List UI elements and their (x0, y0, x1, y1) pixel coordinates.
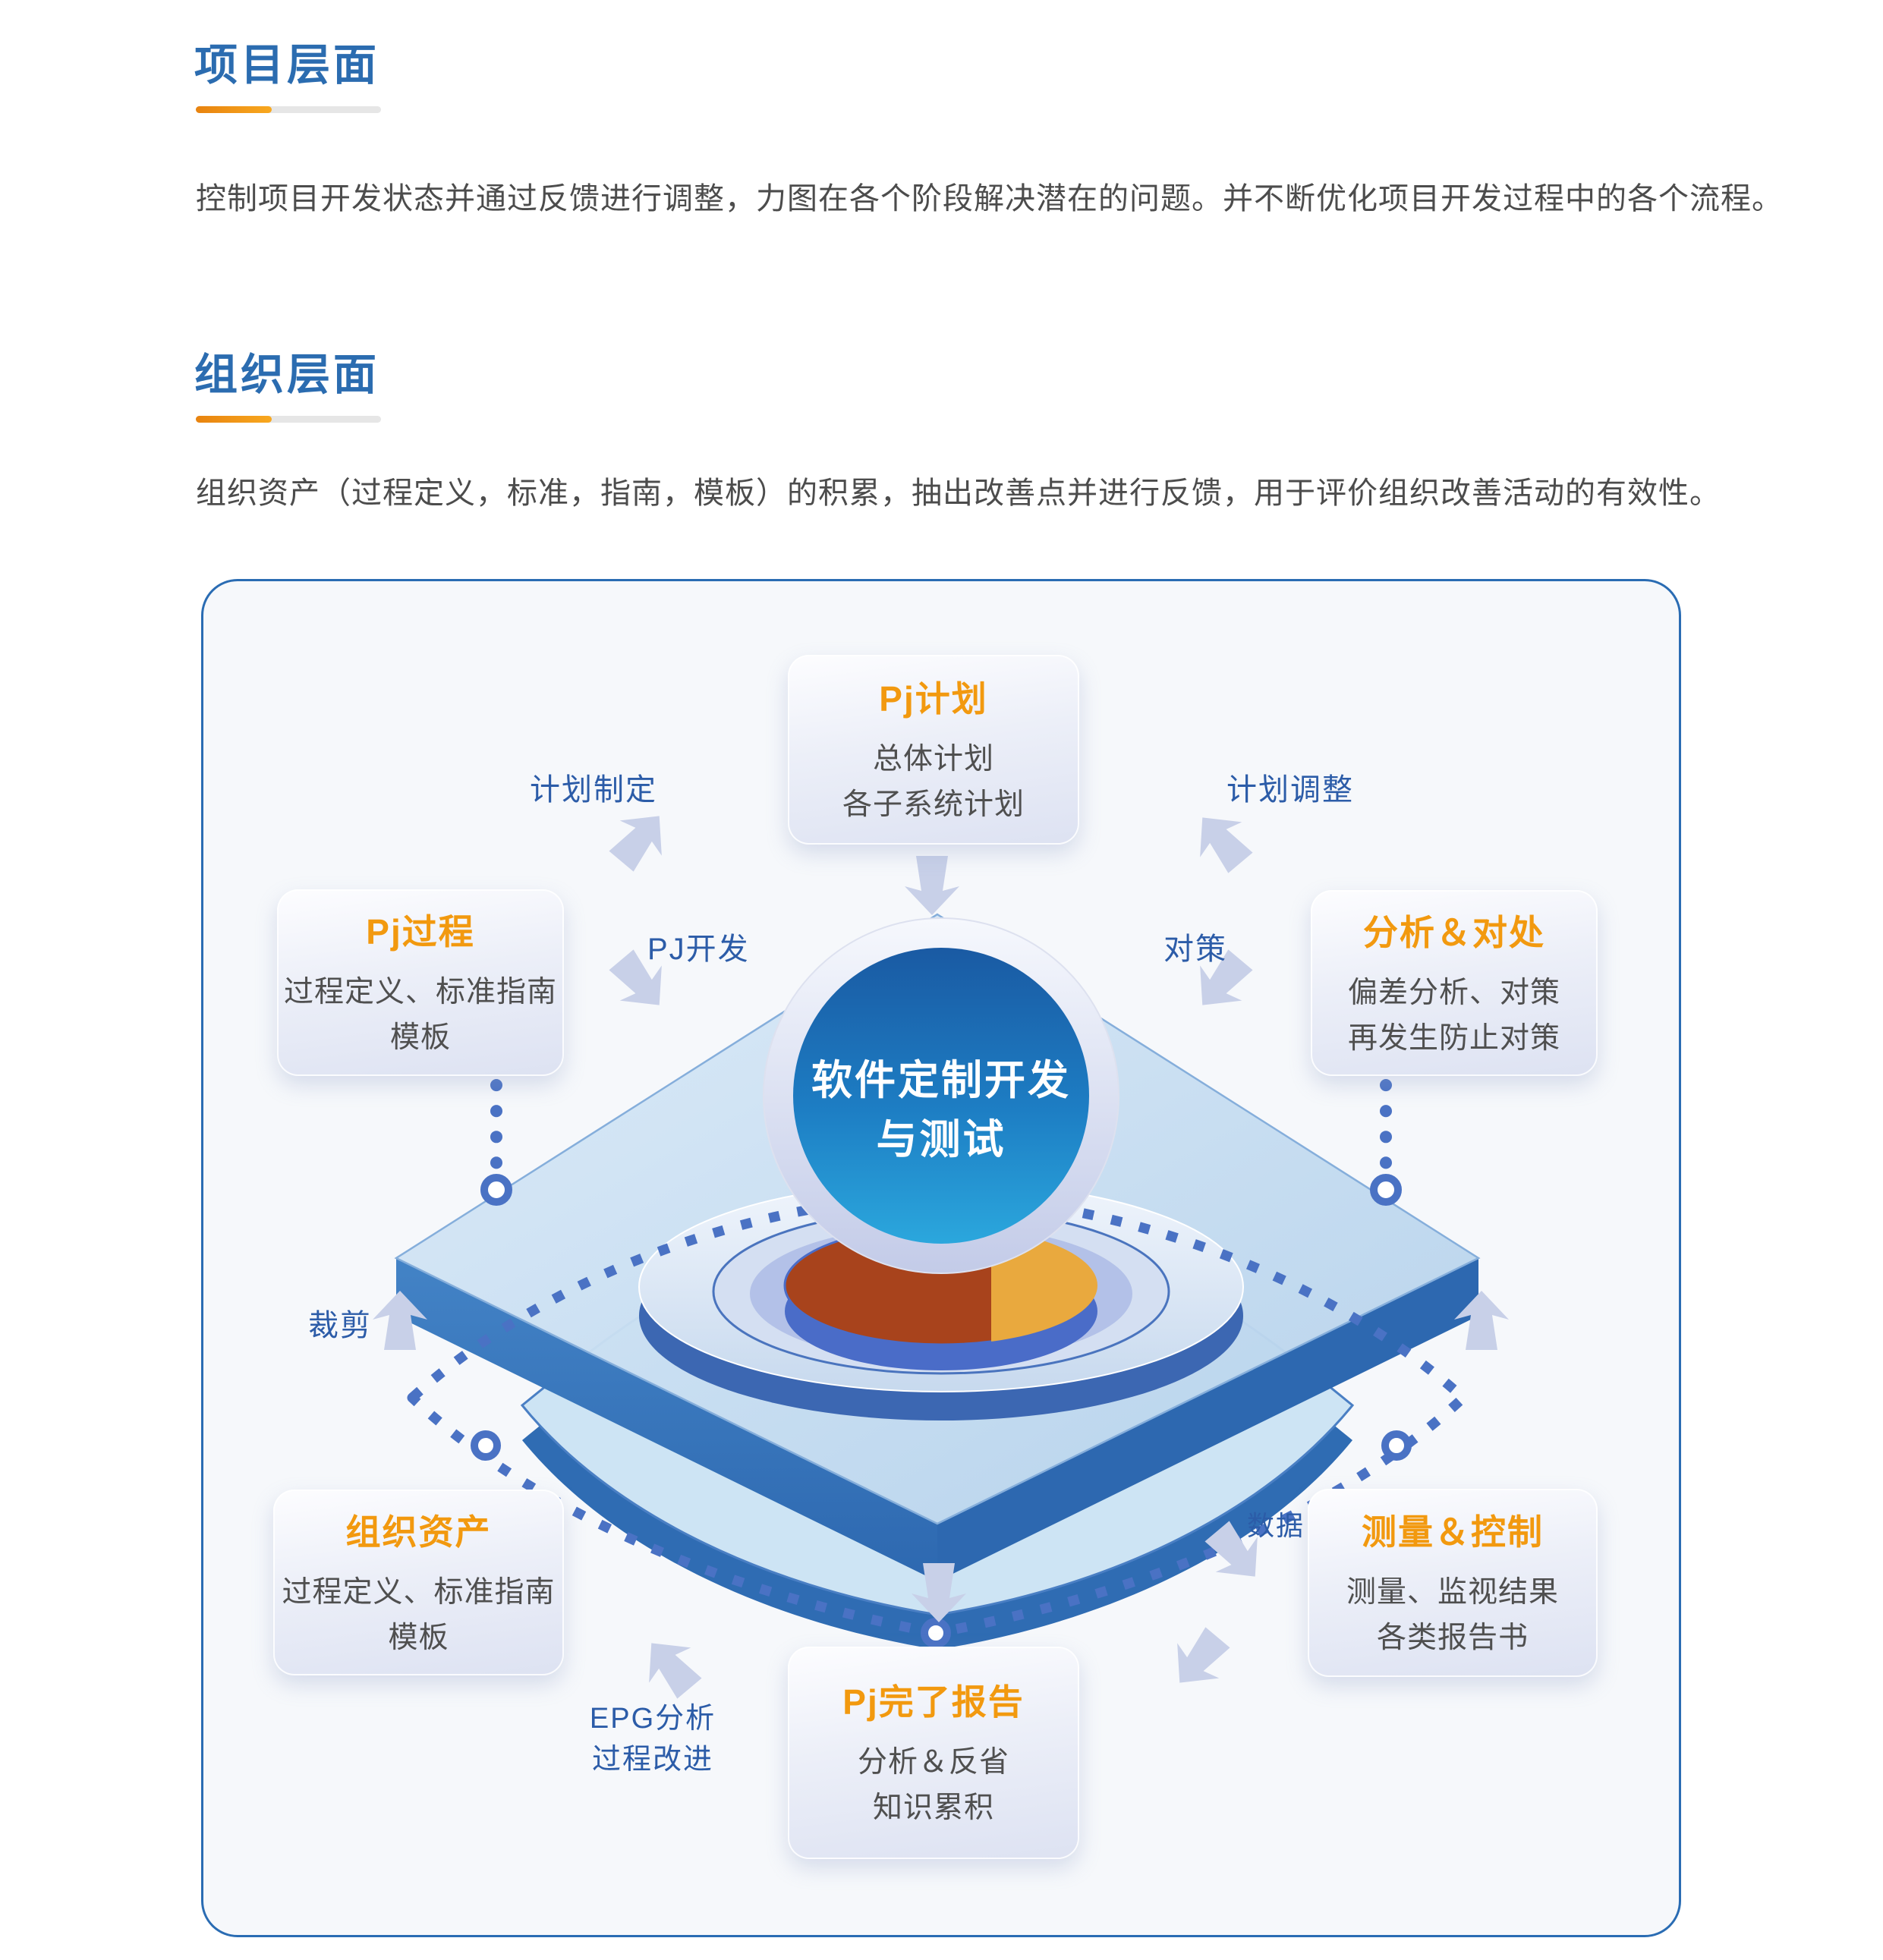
center-title-line2: 与测试 (877, 1117, 1006, 1162)
path-node (921, 1618, 951, 1648)
label-countermeasure: 对策 (1163, 933, 1227, 966)
label-epg: EPG分析 过程改进 (584, 1698, 721, 1780)
label-data: 数据 (1247, 1510, 1305, 1541)
label-tailor: 裁剪 (308, 1309, 372, 1342)
arrow-plan-make (600, 798, 681, 879)
label-epg-line2: 过程改进 (591, 1744, 713, 1776)
arrow-plan-adjust (1181, 800, 1262, 881)
box-org-assets: 组织资产 过程定义、标准指南 模板 (273, 1490, 564, 1675)
box-line: 模板 (388, 1621, 449, 1654)
box-pj-plan: Pj计划 总体计划 各子系统计划 (788, 655, 1079, 845)
box-line: 各类报告书 (1376, 1622, 1529, 1654)
box-line: 再发生防止对策 (1347, 1021, 1560, 1055)
section-paragraph-organization: 组织资产（过程定义，标准，指南，模板）的积累，抽出改善点并进行反馈，用于评价组织… (196, 477, 1721, 510)
box-line: 总体计划 (872, 743, 994, 776)
box-title: Pj完了报告 (842, 1682, 1025, 1722)
box-line: 测量、监视结果 (1346, 1576, 1559, 1609)
section-paragraph-project: 控制项目开发状态并通过反馈进行调整，力图在各个阶段解决潜在的问题。并不断优化项目… (196, 182, 1783, 216)
arrow-plan-down (905, 856, 959, 915)
box-pj-report: Pj完了报告 分析＆反省 知识累积 (788, 1647, 1079, 1859)
box-line: 模板 (389, 1021, 451, 1054)
heading-underline (196, 416, 381, 423)
path-node (471, 1430, 501, 1461)
box-line: 各子系统计划 (842, 788, 1025, 821)
label-plan-adjust: 计划调整 (1226, 773, 1354, 807)
box-measure: 测量＆控制 测量、监视结果 各类报告书 (1308, 1489, 1598, 1677)
section-heading-project: 项目层面 (194, 41, 379, 90)
arrow-to-report (1158, 1619, 1239, 1700)
label-epg-line1: EPG分析 (589, 1703, 716, 1735)
box-pj-process: Pj过程 过程定义、标准指南 模板 (277, 889, 564, 1076)
label-plan-make: 计划制定 (530, 773, 657, 807)
label-pj-dev: PJ开发 (647, 933, 750, 966)
box-line: 过程定义、标准指南 (282, 1575, 556, 1609)
box-line: 偏差分析、对策 (1347, 976, 1560, 1009)
box-analysis: 分析＆对处 偏差分析、对策 再发生防止对策 (1311, 890, 1598, 1076)
box-title: 分析＆对处 (1363, 912, 1545, 952)
dotted-feedback-path (407, 1189, 1469, 1638)
box-line: 知识累积 (872, 1792, 994, 1824)
box-line: 过程定义、标准指南 (283, 976, 557, 1008)
path-node (1370, 1174, 1402, 1206)
box-title: Pj计划 (879, 679, 988, 719)
center-sphere: 软件定制开发 与测试 (763, 917, 1119, 1274)
arrow-epg (630, 1625, 711, 1707)
center-title-line1: 软件定制开发 (811, 1058, 1071, 1103)
section-heading-organization: 组织层面 (194, 351, 379, 399)
box-title: 测量＆控制 (1362, 1512, 1544, 1552)
heading-underline (196, 106, 381, 113)
box-line: 分析＆反省 (857, 1746, 1009, 1779)
box-title: Pj过程 (366, 912, 475, 952)
path-node (1381, 1430, 1412, 1461)
path-node (480, 1174, 512, 1206)
box-title: 组织资产 (345, 1512, 492, 1552)
